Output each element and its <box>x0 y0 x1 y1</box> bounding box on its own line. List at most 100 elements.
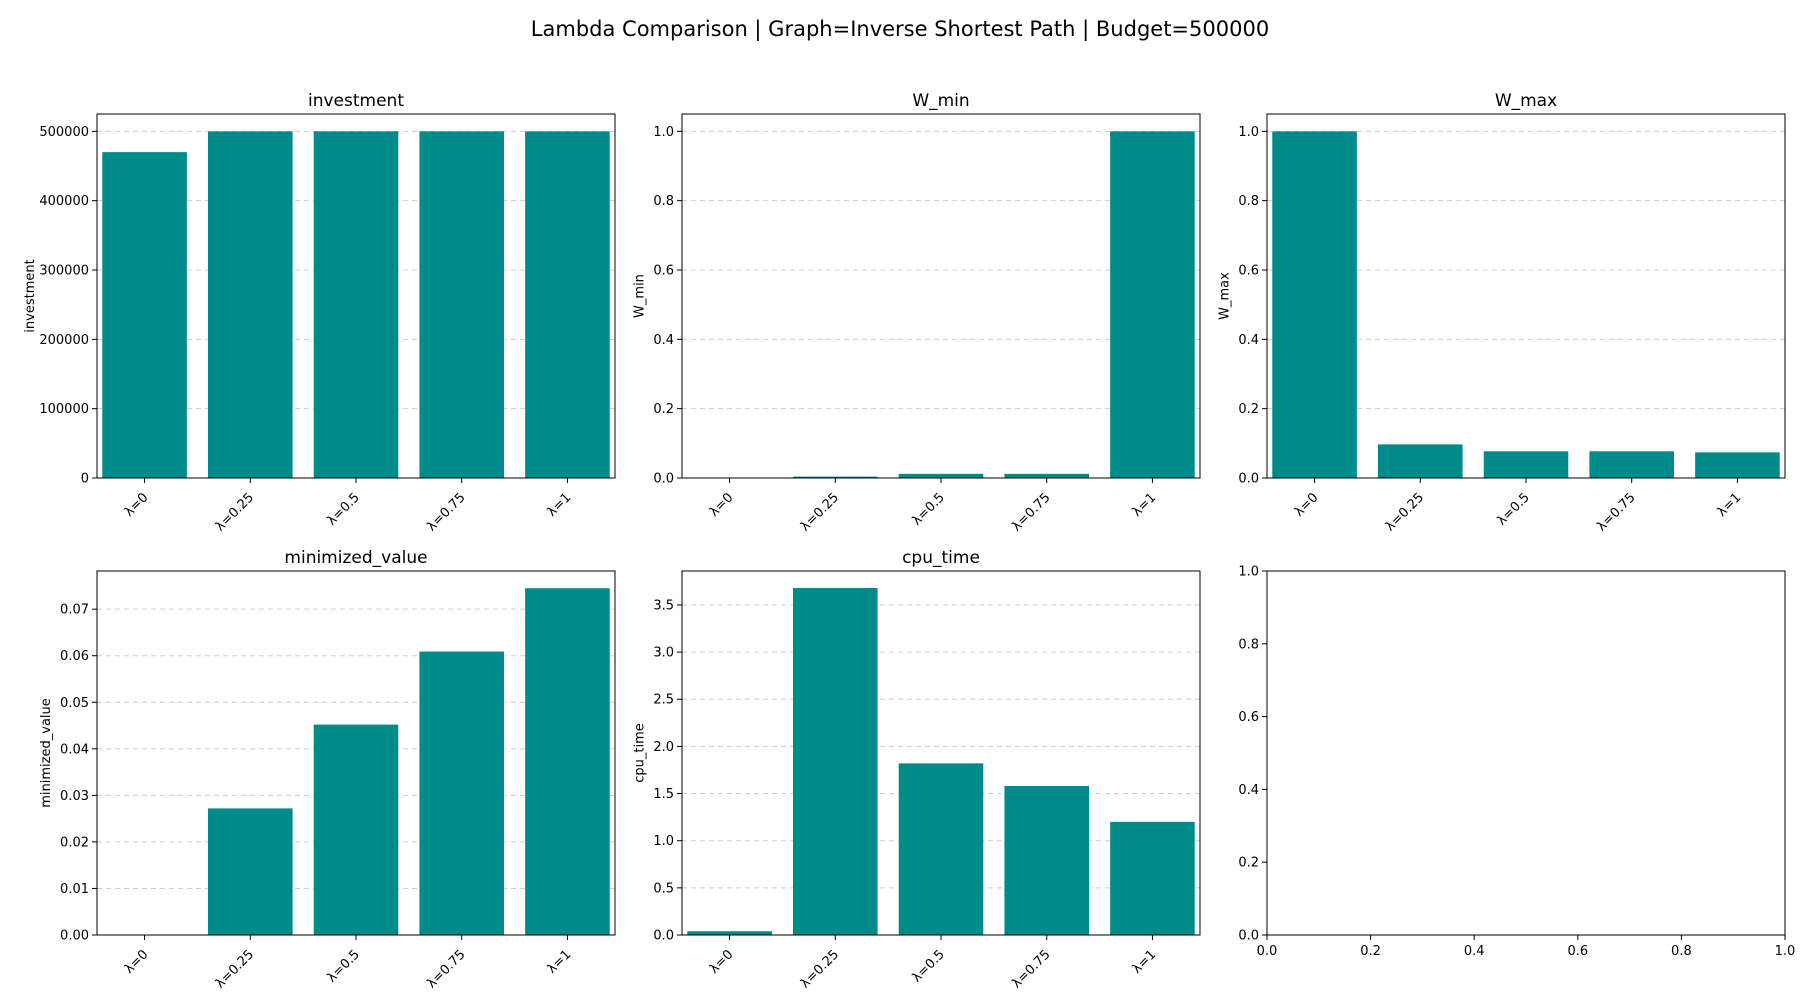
bar-4 <box>1695 452 1780 478</box>
x-tick-label: λ=0 <box>707 490 737 520</box>
bar-0 <box>1272 131 1357 479</box>
axes-frame <box>681 570 1201 936</box>
bar-2 <box>898 473 984 478</box>
bar-4 <box>1110 131 1195 479</box>
y-tick-label: 1.0 <box>653 125 674 140</box>
panel-title: cpu_time <box>902 548 980 568</box>
panel-0: λ=0 λ=0.25 λ=0.5 λ=0.75 λ=1 0 100000 200000 3000… <box>23 91 616 534</box>
bar-4 <box>525 131 610 479</box>
y-tick-label: 0.2 <box>1238 402 1259 417</box>
y-tick-label: 0.0 <box>653 929 674 944</box>
panel-3: λ=0 λ=0.25 λ=0.5 λ=0.75 λ=1 0.00 0.01 0.02 0.03 0… <box>39 548 616 991</box>
x-tick-label: λ=0.75 <box>1009 947 1053 991</box>
axes-frame <box>681 113 1201 479</box>
x-tick-label: λ=0.75 <box>1594 490 1638 534</box>
x-tick-label: λ=1 <box>545 947 575 977</box>
x-tick-label: λ=0.75 <box>424 947 468 991</box>
bar-3 <box>1004 786 1089 935</box>
bar-3 <box>1589 451 1674 478</box>
y-tick-label: 0.4 <box>1238 783 1259 798</box>
y-tick-label: 0.07 <box>60 603 89 618</box>
y-tick-label: 0 <box>81 472 89 487</box>
x-tick-label: 0.0 <box>1257 944 1278 959</box>
figure-title: Lambda Comparison | Graph=Inverse Shorte… <box>531 17 1269 42</box>
bar-0 <box>687 931 772 935</box>
x-tick-label: λ=1 <box>1130 947 1160 977</box>
x-tick-label: λ=0 <box>707 947 737 977</box>
x-tick-label: λ=0.5 <box>909 490 947 528</box>
y-tick-label: 2.5 <box>653 693 674 708</box>
y-tick-label: 0.0 <box>653 472 674 487</box>
bar-2 <box>1483 451 1569 478</box>
y-tick-label: 0.8 <box>1238 194 1259 209</box>
panel-title: W_max <box>1495 91 1557 111</box>
axes-frame <box>96 113 616 479</box>
x-tick-label: λ=0.75 <box>1009 490 1053 534</box>
y-tick-label: 300000 <box>39 264 89 279</box>
panels: λ=0 λ=0.25 λ=0.5 λ=0.75 λ=1 0 100000 200000 3000… <box>23 91 1796 991</box>
y-tick-label: 2.0 <box>653 740 674 755</box>
x-tick-label: 0.4 <box>1464 944 1485 959</box>
y-tick-label: 400000 <box>39 194 89 209</box>
x-tick-label: λ=1 <box>545 490 575 520</box>
y-tick-label: 0.2 <box>653 402 674 417</box>
y-tick-label: 0.06 <box>60 649 89 664</box>
y-tick-label: 0.4 <box>1238 333 1259 348</box>
bar-1 <box>793 476 878 478</box>
y-tick-label: 1.0 <box>1238 565 1259 580</box>
x-tick-label: λ=0.75 <box>424 490 468 534</box>
bar-1 <box>1378 444 1463 478</box>
y-tick-label: 1.0 <box>1238 125 1259 140</box>
bar-1 <box>793 587 878 935</box>
bar-0 <box>102 152 187 478</box>
y-tick-label: 1.0 <box>653 834 674 849</box>
y-axis-label: W_max <box>1217 272 1232 320</box>
y-tick-label: 0.4 <box>653 333 674 348</box>
y-tick-label: 0.02 <box>60 835 89 850</box>
y-axis-label: W_min <box>632 274 647 318</box>
x-tick-label: λ=0.5 <box>324 490 362 528</box>
x-tick-label: λ=0.25 <box>213 490 257 534</box>
y-axis-label: minimized_value <box>39 698 54 807</box>
y-tick-label: 0.6 <box>1238 264 1259 279</box>
bar-3 <box>419 131 504 479</box>
y-tick-label: 3.0 <box>653 646 674 661</box>
bar-3 <box>419 651 504 935</box>
bar-1 <box>208 808 293 935</box>
y-tick-label: 0.03 <box>60 789 89 804</box>
y-tick-label: 0.8 <box>1238 637 1259 652</box>
y-tick-label: 0.5 <box>653 881 674 896</box>
y-tick-label: 0.8 <box>653 194 674 209</box>
panel-title: W_min <box>912 91 969 111</box>
y-tick-label: 0.04 <box>60 742 89 757</box>
y-tick-label: 100000 <box>39 402 89 417</box>
x-tick-label: λ=0.25 <box>1383 490 1427 534</box>
y-tick-label: 0.05 <box>60 696 89 711</box>
bar-2 <box>898 763 984 935</box>
bar-4 <box>1110 821 1195 935</box>
y-tick-label: 0.2 <box>1238 856 1259 871</box>
x-tick-label: λ=0.5 <box>909 947 947 985</box>
x-tick-label: λ=0 <box>122 490 152 520</box>
panel-5: 0.0 0.2 0.4 0.6 0.8 1.0 0.0 0.2 0.4 0.6 0.8 1.0 <box>1238 565 1795 960</box>
y-tick-label: 3.5 <box>653 598 674 613</box>
x-tick-label: λ=0.5 <box>1494 490 1532 528</box>
x-tick-label: 0.8 <box>1671 944 1692 959</box>
x-tick-label: λ=0 <box>1292 490 1322 520</box>
x-tick-label: 0.2 <box>1360 944 1381 959</box>
axes-frame <box>1266 113 1786 479</box>
bar-4 <box>525 588 610 935</box>
bar-1 <box>208 131 293 479</box>
panel-2: λ=0 λ=0.25 λ=0.5 λ=0.75 λ=1 0.0 0.2 0.4 0.6 0.8 1.… <box>1217 91 1786 534</box>
y-tick-label: 200000 <box>39 333 89 348</box>
axes-frame <box>96 570 616 936</box>
y-tick-label: 0.6 <box>653 264 674 279</box>
x-tick-label: 1.0 <box>1775 944 1796 959</box>
bar-3 <box>1004 473 1089 478</box>
panel-4: λ=0 λ=0.25 λ=0.5 λ=0.75 λ=1 0.0 0.5 1.0 1.5 2.0 2.… <box>632 548 1201 991</box>
y-tick-label: 500000 <box>39 125 89 140</box>
x-tick-label: λ=0 <box>122 947 152 977</box>
bar-2 <box>313 724 399 935</box>
y-tick-label: 0.0 <box>1238 472 1259 487</box>
